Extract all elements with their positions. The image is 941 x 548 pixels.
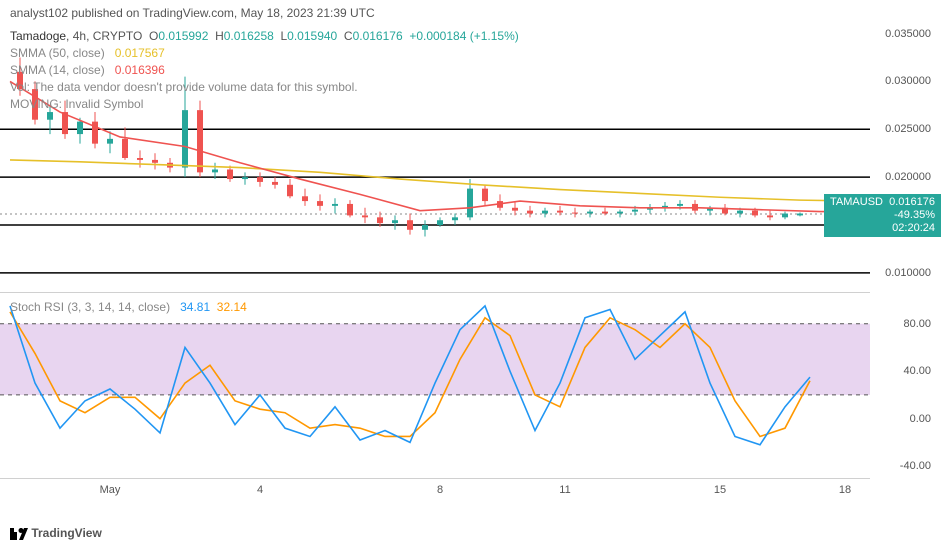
smma50-label: SMMA (50, close) bbox=[10, 46, 105, 60]
stoch-k-value: 34.81 bbox=[180, 300, 210, 314]
symbol-name: Tamadoge bbox=[10, 29, 66, 43]
smma50-value: 0.017567 bbox=[115, 46, 165, 60]
stoch-y-axis: 80.0040.000.00-40.00 bbox=[870, 300, 941, 478]
chart-divider bbox=[0, 292, 870, 293]
header-publisher: analyst102 published on TradingView.com,… bbox=[0, 0, 941, 26]
moving-message: MOVING: Invalid Symbol bbox=[10, 96, 519, 113]
smma14-value: 0.016396 bbox=[115, 63, 165, 77]
price-box: TAMAUSD 0.016176-49.35%02:20:24 bbox=[824, 194, 941, 237]
ohlc-high: 0.016258 bbox=[224, 29, 274, 43]
smma14-label: SMMA (14, close) bbox=[10, 63, 105, 77]
symbol-interval: 4h bbox=[73, 29, 86, 43]
ohlc-open: 0.015992 bbox=[158, 29, 208, 43]
info-bar: Tamadoge, 4h, CRYPTO O0.015992 H0.016258… bbox=[10, 28, 519, 113]
x-axis: May48111518 bbox=[0, 478, 870, 508]
stoch-label: Stoch RSI (3, 3, 14, 14, close) bbox=[10, 300, 170, 314]
stoch-rsi-chart[interactable] bbox=[0, 300, 870, 478]
ohlc-close: 0.016176 bbox=[353, 29, 403, 43]
volume-message: Vol: The data vendor doesn't provide vol… bbox=[10, 79, 519, 96]
stoch-info: Stoch RSI (3, 3, 14, 14, close) 34.81 32… bbox=[10, 300, 247, 314]
tradingview-logo: TradingView bbox=[10, 526, 102, 540]
main-y-axis: 0.0350000.0300000.0250000.0200000.015000… bbox=[870, 24, 941, 292]
ohlc-low: 0.015940 bbox=[287, 29, 337, 43]
brand-text: TradingView bbox=[31, 526, 101, 540]
ohlc-change: +0.000184 bbox=[409, 29, 466, 43]
stoch-d-value: 32.14 bbox=[217, 300, 247, 314]
ohlc-change-pct: (+1.15%) bbox=[470, 29, 519, 43]
symbol-exchange: CRYPTO bbox=[93, 29, 143, 43]
